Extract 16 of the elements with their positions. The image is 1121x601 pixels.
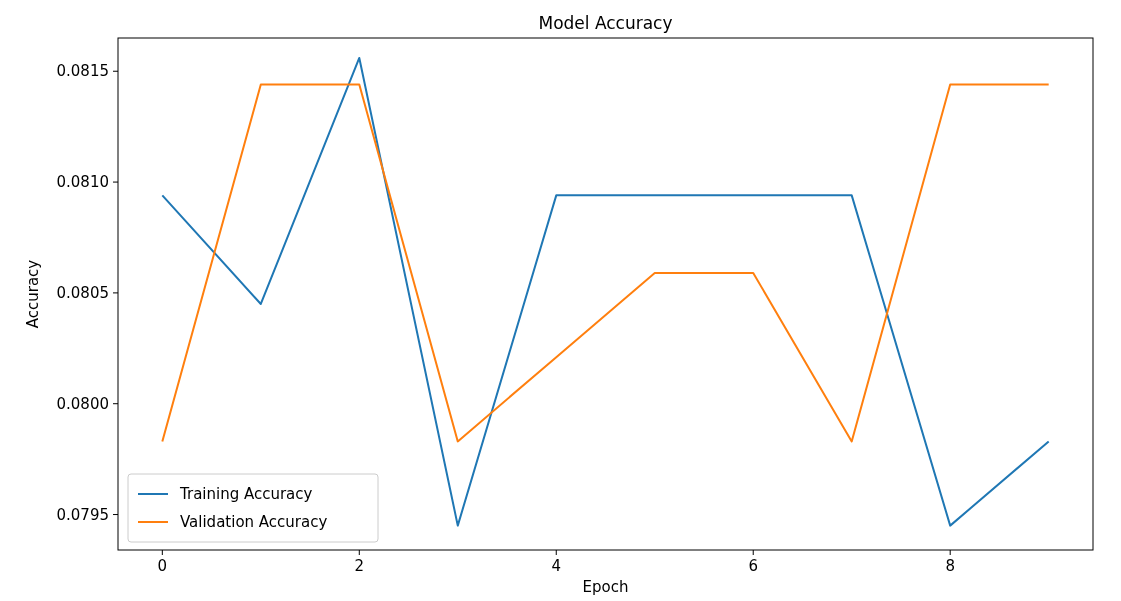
chart-title: Model Accuracy <box>538 13 673 33</box>
legend-label: Training Accuracy <box>179 485 313 504</box>
y-tick-label: 0.0810 <box>56 173 109 192</box>
y-tick-label: 0.0795 <box>56 505 109 524</box>
y-tick-label: 0.0805 <box>56 284 109 303</box>
legend-label: Validation Accuracy <box>180 513 328 532</box>
x-tick-label: 4 <box>551 557 562 575</box>
x-tick-label: 0 <box>157 557 168 575</box>
y-tick-label: 0.0815 <box>56 62 109 81</box>
x-tick-label: 6 <box>748 557 758 575</box>
line-series <box>161 83 1050 443</box>
x-tick-label: 2 <box>354 557 365 575</box>
y-tick-label: 0.0800 <box>56 394 109 413</box>
x-axis-title: Epoch <box>582 578 629 596</box>
y-axis-title: Accuracy <box>24 259 42 329</box>
x-tick-label: 8 <box>945 557 955 575</box>
